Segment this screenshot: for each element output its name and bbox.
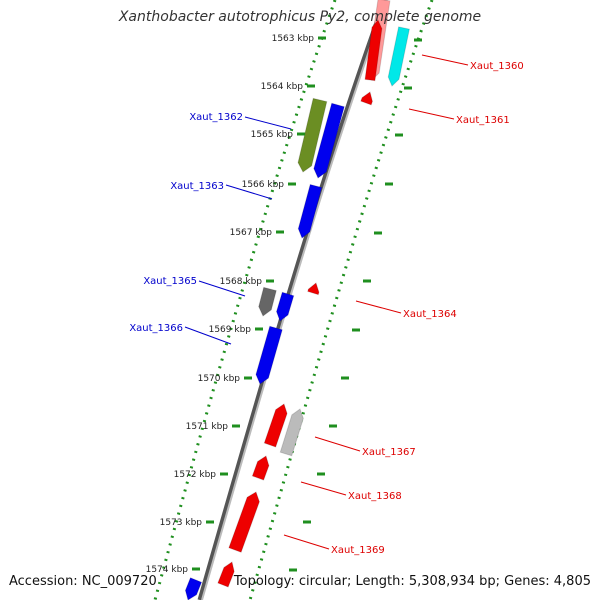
gene-label[interactable]: Xaut_1363 bbox=[170, 181, 224, 192]
gene-label[interactable]: Xaut_1362 bbox=[189, 112, 243, 123]
tick-labels: 1563 kbp 1564 kbp 1565 kbp 1566 kbp 1567 kbp… bbox=[146, 34, 422, 575]
gene-arrow[interactable] bbox=[217, 561, 235, 588]
gene-arrow[interactable] bbox=[297, 183, 323, 239]
gene-arrow[interactable] bbox=[360, 91, 373, 106]
gene-features bbox=[184, 0, 410, 600]
gene-leader-line bbox=[408, 108, 455, 120]
gene-leader-line bbox=[314, 436, 361, 452]
tick-label: 1563 kbp bbox=[272, 34, 315, 44]
gene-leader-line bbox=[283, 534, 330, 550]
genome-info-text: Topology: circular; Length: 5,308,934 bp… bbox=[233, 574, 591, 589]
accession-text: Accession: NC_009720 bbox=[9, 574, 157, 589]
gene-leader-line bbox=[244, 116, 292, 130]
tick-label: 1567 kbp bbox=[230, 228, 273, 238]
gene-arrow[interactable] bbox=[364, 19, 383, 82]
gene-arrow[interactable] bbox=[279, 408, 304, 457]
gene-arrow[interactable] bbox=[307, 282, 320, 296]
gene-leader-line bbox=[355, 300, 402, 314]
tick-label: 1574 kbp bbox=[146, 565, 189, 575]
tick-label: 1572 kbp bbox=[174, 470, 217, 480]
gene-label[interactable]: Xaut_1368 bbox=[348, 491, 402, 502]
gene-leader-line bbox=[225, 184, 273, 200]
gene-arrow[interactable] bbox=[251, 455, 270, 481]
backbone-line bbox=[197, 0, 388, 600]
gene-arrow[interactable] bbox=[263, 403, 288, 448]
gene-label[interactable]: Xaut_1369 bbox=[331, 545, 385, 556]
gene-leader-line bbox=[421, 54, 469, 66]
gene-leader-line bbox=[184, 326, 232, 345]
tick-label: 1573 kbp bbox=[160, 518, 203, 528]
tick-label: 1566 kbp bbox=[242, 180, 285, 190]
genome-backbone bbox=[197, 0, 388, 600]
tick-label: 1564 kbp bbox=[261, 82, 304, 92]
tick-label: 1570 kbp bbox=[198, 374, 241, 384]
map-title: Xanthobacter autotrophicus Py2, complete… bbox=[118, 9, 482, 25]
tick-label: 1568 kbp bbox=[220, 277, 263, 287]
tick-label: 1571 kbp bbox=[186, 422, 229, 432]
gene-arrow[interactable] bbox=[258, 286, 277, 317]
backbone-highlight bbox=[201, 0, 388, 600]
gene-label[interactable]: Xaut_1366 bbox=[129, 323, 183, 334]
tick-label: 1569 kbp bbox=[209, 325, 252, 335]
gene-label[interactable]: Xaut_1367 bbox=[362, 447, 416, 458]
gene-arrow[interactable] bbox=[387, 26, 410, 87]
gene-label[interactable]: Xaut_1360 bbox=[470, 61, 524, 72]
gene-leader-line bbox=[300, 481, 347, 496]
gene-arrow[interactable] bbox=[297, 97, 328, 173]
gene-labels: Xaut_1360 Xaut_1361 Xaut_1362 Xaut_1363 Xaut… bbox=[129, 54, 524, 556]
gene-arrow[interactable] bbox=[313, 102, 345, 179]
tick-label: 1565 kbp bbox=[251, 130, 294, 140]
gene-arrow[interactable] bbox=[255, 325, 283, 385]
gene-label[interactable]: Xaut_1361 bbox=[456, 115, 510, 126]
gene-arrow[interactable] bbox=[228, 491, 260, 553]
gene-arrow[interactable] bbox=[184, 577, 203, 600]
gene-label[interactable]: Xaut_1364 bbox=[403, 309, 457, 320]
gene-arrow[interactable] bbox=[275, 291, 295, 322]
gene-leader-line bbox=[198, 280, 246, 297]
gene-label[interactable]: Xaut_1365 bbox=[143, 276, 197, 287]
